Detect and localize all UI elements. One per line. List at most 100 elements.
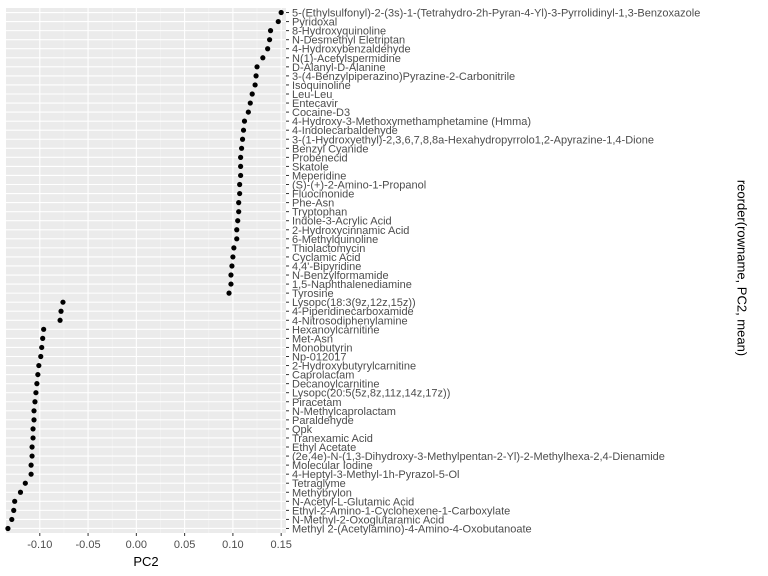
data-point — [275, 18, 281, 25]
y-tick-label: 4-Heptyl-3-Methyl-1h-Pyrazol-5-Ol — [292, 469, 460, 481]
data-point — [238, 172, 244, 179]
y-tick-label: 5-(Ethylsulfonyl)-2-(3s)-1-(Tetrahydro-2… — [292, 8, 700, 20]
data-point — [254, 64, 260, 70]
y-tick-label: 4-Hydroxy-3-Methoxymethamphetamine (Hmma… — [292, 116, 531, 128]
y-tick-label: Benzyl Cyanide — [292, 143, 368, 155]
y-tick-label: Ethyl Acetate — [292, 442, 356, 454]
data-point — [278, 9, 284, 16]
data-point — [35, 371, 41, 378]
data-point — [57, 317, 63, 323]
y-tick-label: Phe-Asn — [292, 198, 334, 210]
y-tick-label: D-Alanyl-D-Alanine — [292, 62, 386, 74]
data-point — [238, 145, 245, 151]
y-tick-label: N-Methylcaprolactam — [292, 406, 396, 418]
data-point — [11, 507, 17, 513]
y-tick-label: Ethyl-2-Amino-1-Cyclohexene-1-Carboxylat… — [292, 505, 510, 517]
data-point — [228, 281, 234, 287]
y-tick-label: Qpk — [292, 424, 313, 436]
data-point — [231, 245, 237, 251]
data-point — [235, 218, 241, 224]
data-point — [31, 408, 37, 414]
y-tick-label: Skatole — [292, 161, 329, 173]
data-point — [239, 136, 246, 142]
y-tick-label: 8-Hydroxyquinoline — [292, 26, 386, 38]
y-tick-label: 4-Nitrosodiphenylamine — [292, 315, 408, 327]
data-point — [265, 46, 271, 52]
y-tick-label: 4,4'-Bipyridine — [292, 261, 361, 273]
data-point — [234, 227, 240, 233]
data-point — [247, 100, 253, 106]
y-tick-label: N(1)-Acetylspermidine — [292, 53, 401, 65]
y-tick-label: Meperidine — [292, 170, 346, 182]
y-tick-label: Tetraglyme — [292, 478, 346, 490]
y-tick-label: 6-Methylquinoline — [292, 234, 378, 246]
data-point — [31, 417, 37, 423]
y-tick-label: Probenecid — [292, 152, 348, 164]
data-point — [252, 82, 258, 88]
y-tick-label: Entecavir — [292, 98, 338, 110]
y-tick-label: 2-Hydroxycinnamic Acid — [292, 225, 409, 237]
data-point — [28, 471, 34, 477]
y-axis-ticks: 5-(Ethylsulfonyl)-2-(3s)-1-(Tetrahydro-2… — [286, 8, 700, 535]
data-point — [234, 236, 240, 242]
y-tick-label: 3-(4-Benzylpiperazino)Pyrazine-2-Carboni… — [292, 71, 515, 83]
data-point — [33, 390, 39, 396]
data-point — [39, 344, 45, 351]
y-tick-label: Met-Asn — [292, 333, 333, 345]
y-tick-label: N-Acetyl-L-Glutamic Acid — [292, 496, 414, 508]
y-tick-label: Fluocinonide — [292, 189, 354, 201]
y-tick-label: 1,5-Naphthalenediamine — [292, 279, 412, 291]
data-point — [253, 73, 259, 79]
data-point — [28, 462, 34, 468]
data-point — [34, 381, 40, 387]
data-point — [29, 444, 35, 450]
data-point — [60, 299, 66, 305]
y-tick-label: Methybrylon — [292, 487, 352, 499]
x-tick-label: -0.10 — [27, 539, 52, 551]
data-point — [30, 435, 36, 441]
y-tick-label: Tryptophan — [292, 207, 347, 219]
data-point — [30, 426, 36, 432]
y-tick-label: 3-(1-Hydroxyethyl)-2,3,6,7,8,8a-Hexahydr… — [292, 134, 654, 146]
data-point — [241, 118, 248, 124]
data-point — [41, 326, 47, 332]
y-tick-label: Indole-3-Acrylic Acid — [292, 216, 392, 228]
y-tick-label: Lysopc(20:5(5z,8z,11z,14z,17z)) — [292, 388, 450, 400]
data-point — [238, 154, 244, 160]
y-tick-label: Isoquinoline — [292, 80, 351, 92]
y-tick-label: Hexanoylcarnitine — [292, 324, 379, 336]
data-point — [228, 272, 234, 278]
plot-panel — [6, 8, 286, 533]
x-tick-label: 0.10 — [222, 539, 243, 551]
data-point — [249, 91, 255, 97]
x-tick-label: 0.15 — [270, 539, 291, 551]
data-point — [260, 55, 266, 61]
y-tick-label: Cyclamic Acid — [292, 252, 360, 264]
y-tick-label: N-Desmethyl Eletriptan — [292, 35, 405, 47]
data-point — [236, 209, 242, 215]
y-tick-label: Caprolactam — [292, 370, 354, 382]
data-point — [9, 516, 15, 523]
data-point — [12, 498, 18, 504]
y-tick-label: (S)-(+)-2-Amino-1-Propanol — [292, 180, 426, 192]
y-tick-label: Methyl 2-(Acetylamino)-4-Amino-4-Oxobuta… — [292, 523, 532, 535]
data-point — [266, 37, 273, 43]
y-tick-label: 4-Hydroxybenzaldehyde — [292, 44, 411, 56]
y-tick-label: Leu-Leu — [292, 89, 332, 101]
y-tick-label: N-Benzylformamide — [292, 270, 389, 282]
y-tick-label: 2-Hydroxybutyrylcarnitine — [292, 361, 416, 373]
data-point — [40, 335, 46, 341]
y-tick-label: (2e,4e)-N-(1,3-Dihydroxy-3-Methylpentan-… — [292, 451, 665, 463]
data-point — [237, 181, 243, 188]
y-tick-label: Tyrosine — [292, 288, 334, 300]
x-tick-label: -0.05 — [76, 539, 101, 551]
y-tick-label: 4-Indolecarbaldehyde — [292, 125, 398, 137]
y-tick-label: Paraldehyde — [292, 415, 354, 427]
data-point — [245, 109, 251, 115]
data-point — [36, 362, 42, 369]
data-point — [238, 163, 244, 170]
data-point — [240, 127, 247, 133]
y-tick-label: Thiolactomycin — [292, 243, 365, 255]
data-point — [22, 480, 28, 486]
